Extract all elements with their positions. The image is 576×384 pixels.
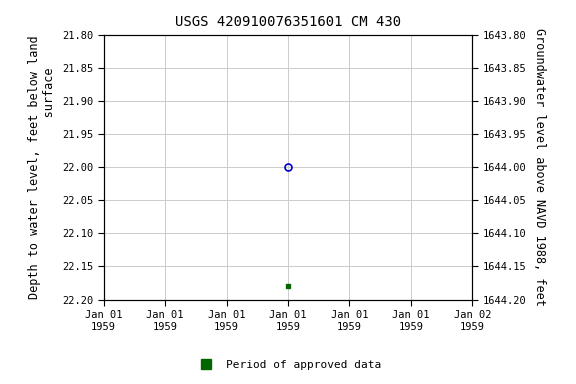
Title: USGS 420910076351601 CM 430: USGS 420910076351601 CM 430 <box>175 15 401 29</box>
Y-axis label: Groundwater level above NAVD 1988, feet: Groundwater level above NAVD 1988, feet <box>533 28 546 306</box>
Y-axis label: Depth to water level, feet below land
                     surface: Depth to water level, feet below land su… <box>28 35 56 299</box>
Legend: Period of approved data: Period of approved data <box>191 356 385 375</box>
